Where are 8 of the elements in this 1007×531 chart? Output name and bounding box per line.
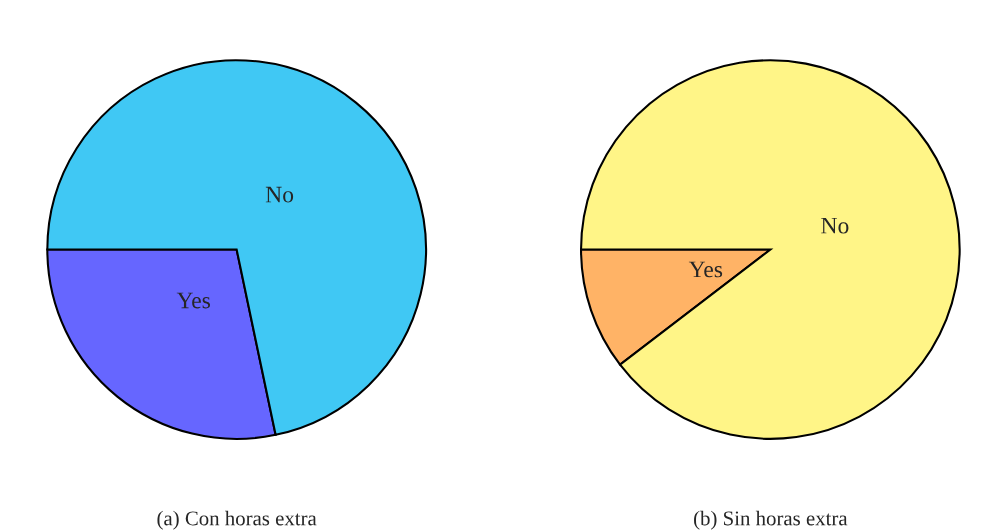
text: (b) Sin horas extra	[694, 510, 848, 530]
slice-label: Yes	[176, 292, 211, 309]
slice-label: Yes	[688, 261, 723, 278]
pie-slice	[580, 59, 961, 440]
text: (a) Con horas extra	[157, 510, 317, 530]
slice-label: No	[821, 217, 849, 234]
pie-slice	[46, 59, 427, 436]
slice-label: No	[265, 186, 294, 203]
